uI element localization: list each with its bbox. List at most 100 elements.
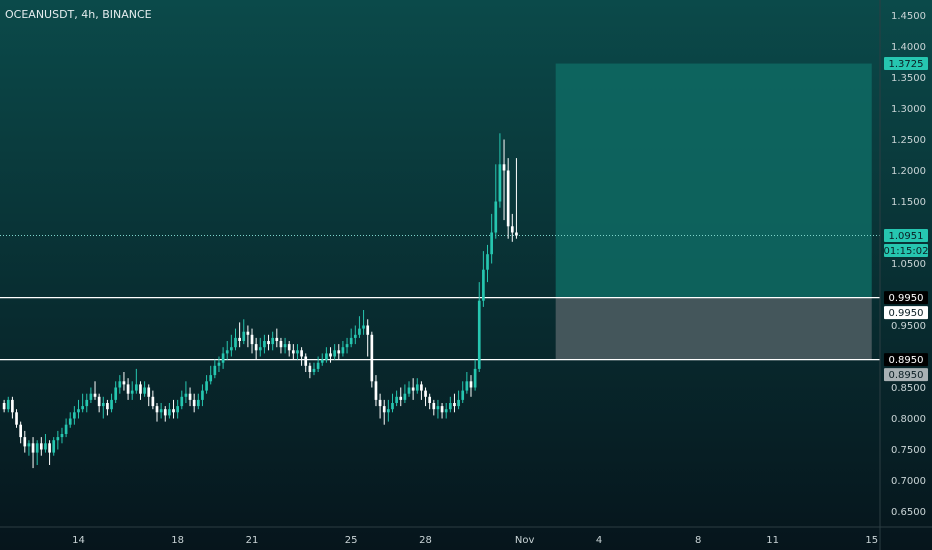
price-tick-label: 1.3500 [891,73,926,84]
price-tick-label: 0.7000 [891,476,926,487]
candle-body [469,381,473,388]
candle-body [502,164,506,171]
candle-body [155,406,159,413]
candle-body [48,443,51,453]
candle-body [271,337,275,345]
candle [275,328,279,348]
price-marker-label: 1.3725 [889,59,924,70]
candle [230,334,233,357]
candle-body [382,406,386,413]
candle-body [246,331,250,335]
candle-body [77,409,80,413]
candle-body [308,365,312,372]
candle-body [366,325,370,335]
candle-body [283,344,287,348]
price-marker-box [884,306,928,320]
candle [118,375,122,394]
candle [225,341,229,360]
candle [453,393,456,413]
time-tick-label: 14 [72,535,85,546]
candle [300,347,303,366]
price-marker-box [884,57,928,71]
candle-body [242,331,246,341]
candle-body [213,365,217,376]
candle [77,399,80,419]
candle [312,362,316,376]
candle [64,418,68,438]
candle-body [60,434,64,438]
candle [176,399,179,419]
candle [296,344,299,360]
candle [424,387,427,407]
candle [498,133,502,208]
candle-body [287,344,291,351]
candle-body [168,409,171,416]
candle-body [291,350,295,354]
candle-body [329,353,332,357]
price-markers: 1.3725 1.0951 01:15:02 0.9950 0.9950 0.8950 0.… [884,57,928,382]
candle [68,412,72,428]
candle-body [106,403,109,410]
candle [221,347,225,369]
candle-body [498,164,502,202]
candle [19,421,22,444]
candle [502,139,506,221]
candle [134,368,138,394]
candle-body [345,344,349,348]
price-tick-label: 1.2000 [891,166,926,177]
candle-body [312,368,316,372]
candle [403,384,407,403]
candle [126,378,130,400]
candle [188,387,192,407]
price-marker-box [884,291,928,305]
time-tick-label: 4 [596,535,602,546]
candle-body [300,350,303,357]
stop-zone [555,297,872,360]
candle-body [205,381,208,391]
candle-body [188,393,192,400]
candle [271,331,275,351]
price-marker: 0.8950 [884,368,928,382]
candle-body [477,300,481,369]
candle [382,399,386,425]
candle [320,353,324,366]
candle [440,403,444,419]
candle [366,319,370,357]
price-marker-label: 0.8950 [889,370,924,381]
candle-body [399,396,403,400]
candle [114,381,118,403]
candle-body [506,170,510,227]
price-axis[interactable]: 1.4500 1.4000 1.3500 1.3000 1.2500 1.2000 1.15… [879,0,926,550]
candle [461,381,465,403]
candle-body [275,337,279,341]
candle-body [234,337,237,348]
candle-body [370,334,374,382]
candle [267,334,270,351]
candle-body [494,201,498,233]
time-tick-label: Nov [515,535,535,546]
candle-body [73,412,76,419]
candle-body [97,396,101,407]
time-tick-label: 11 [766,535,779,546]
candle [139,381,142,400]
candle [407,381,411,397]
candle-body [27,443,31,447]
candle [279,337,283,354]
candle-body [31,443,35,453]
candle-body [134,384,138,391]
candle-body [374,381,378,400]
candle-body [465,381,469,391]
candle-body [407,387,411,394]
price-marker: 0.9950 [884,306,928,320]
candle-body [110,399,113,410]
candle [250,328,254,354]
candle [85,393,89,413]
candle [341,341,345,357]
time-axis[interactable]: 14 18 21 25 28 Nov 4 8 11 15 [0,526,932,546]
candle [122,372,126,391]
candle-body [403,393,407,400]
candle-body [432,403,436,410]
candle [490,213,493,264]
